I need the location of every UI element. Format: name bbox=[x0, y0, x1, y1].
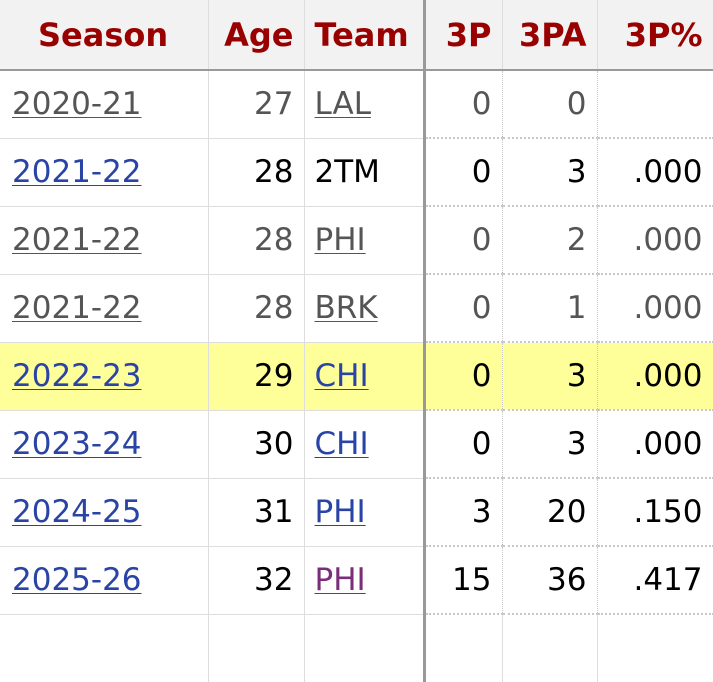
three-p-cell: 15 bbox=[424, 546, 503, 615]
table-row: 2024-25 31 PHI 3 20 .150 bbox=[0, 478, 713, 547]
table-row: 2021-22 28 PHI 0 2 .000 bbox=[0, 206, 713, 275]
three-p-cell: 3 bbox=[424, 478, 503, 547]
three-pct-cell: .000 bbox=[597, 410, 713, 479]
three-pa-cell: 3 bbox=[502, 342, 598, 411]
season-cell: 2022-23 bbox=[0, 342, 209, 411]
team-link[interactable]: CHI bbox=[314, 426, 369, 462]
header-3pa[interactable]: 3PA bbox=[502, 0, 598, 71]
team-cell: LAL bbox=[304, 70, 426, 139]
age-cell: 28 bbox=[208, 138, 305, 207]
three-pct-cell: .000 bbox=[597, 342, 713, 411]
team-cell: BRK bbox=[304, 274, 426, 343]
three-pa-cell: 1 bbox=[502, 274, 598, 343]
header-season[interactable]: Season bbox=[0, 0, 209, 71]
three-p-cell: 0 bbox=[424, 410, 503, 479]
table-row: 2025-26 32 PHI 15 36 .417 bbox=[0, 546, 713, 615]
season-link[interactable]: 2021-22 bbox=[12, 222, 142, 258]
table-row: 2021-22 28 BRK 0 1 .000 bbox=[0, 274, 713, 343]
table-row: 2020-21 27 LAL 0 0 bbox=[0, 70, 713, 139]
age-cell: 31 bbox=[208, 478, 305, 547]
team-cell: PHI bbox=[304, 478, 426, 547]
empty-cell bbox=[0, 614, 209, 682]
three-p-cell: 0 bbox=[424, 70, 503, 139]
season-link[interactable]: 2025-26 bbox=[12, 562, 142, 598]
three-pct-cell bbox=[597, 70, 713, 139]
three-pa-cell: 2 bbox=[502, 206, 598, 275]
season-link[interactable]: 2024-25 bbox=[12, 494, 142, 530]
season-cell: 2020-21 bbox=[0, 70, 209, 139]
age-cell: 28 bbox=[208, 274, 305, 343]
table-row: 2022-23 29 CHI 0 3 .000 bbox=[0, 342, 713, 411]
team-link[interactable]: PHI bbox=[314, 222, 366, 258]
three-p-cell: 0 bbox=[424, 342, 503, 411]
age-cell: 32 bbox=[208, 546, 305, 615]
age-cell: 30 bbox=[208, 410, 305, 479]
empty-cell bbox=[208, 614, 305, 682]
empty-cell bbox=[597, 614, 713, 682]
table-row: 2021-22 28 2TM 0 3 .000 bbox=[0, 138, 713, 207]
season-link[interactable]: 2021-22 bbox=[12, 290, 142, 326]
empty-cell bbox=[424, 614, 503, 682]
season-cell: 2024-25 bbox=[0, 478, 209, 547]
three-pct-cell: .150 bbox=[597, 478, 713, 547]
team-cell: CHI bbox=[304, 342, 426, 411]
three-pct-cell: .000 bbox=[597, 274, 713, 343]
header-row: Season Age Team 3P 3PA 3P% bbox=[0, 0, 713, 71]
header-3p-pct[interactable]: 3P% bbox=[597, 0, 713, 71]
three-pa-cell: 36 bbox=[502, 546, 598, 615]
three-pct-cell: .000 bbox=[597, 206, 713, 275]
header-3p[interactable]: 3P bbox=[424, 0, 503, 71]
team-link[interactable]: CHI bbox=[314, 358, 369, 394]
table-row: 2023-24 30 CHI 0 3 .000 bbox=[0, 410, 713, 479]
age-cell: 29 bbox=[208, 342, 305, 411]
season-link[interactable]: 2021-22 bbox=[12, 154, 142, 190]
age-cell: 28 bbox=[208, 206, 305, 275]
three-pct-cell: .417 bbox=[597, 546, 713, 615]
team-cell: PHI bbox=[304, 206, 426, 275]
three-pa-cell: 3 bbox=[502, 410, 598, 479]
header-team[interactable]: Team bbox=[304, 0, 426, 71]
three-pa-cell: 3 bbox=[502, 138, 598, 207]
season-cell: 2021-22 bbox=[0, 274, 209, 343]
team-link[interactable]: BRK bbox=[314, 290, 378, 326]
team-cell: PHI bbox=[304, 546, 426, 615]
season-cell: 2023-24 bbox=[0, 410, 209, 479]
three-p-cell: 0 bbox=[424, 138, 503, 207]
three-pa-cell: 20 bbox=[502, 478, 598, 547]
three-pct-cell: .000 bbox=[597, 138, 713, 207]
team-link[interactable]: PHI bbox=[314, 562, 366, 598]
three-p-cell: 0 bbox=[424, 274, 503, 343]
header-age[interactable]: Age bbox=[208, 0, 305, 71]
team-cell: 2TM bbox=[304, 138, 426, 207]
empty-cell bbox=[502, 614, 598, 682]
table-row-partial bbox=[0, 614, 713, 682]
season-link[interactable]: 2020-21 bbox=[12, 86, 142, 123]
three-p-cell: 0 bbox=[424, 206, 503, 275]
season-cell: 2021-22 bbox=[0, 138, 209, 207]
team-link[interactable]: LAL bbox=[314, 86, 371, 123]
season-link[interactable]: 2023-24 bbox=[12, 426, 142, 462]
season-cell: 2025-26 bbox=[0, 546, 209, 615]
team-link[interactable]: PHI bbox=[314, 494, 366, 530]
season-link[interactable]: 2022-23 bbox=[12, 358, 142, 394]
empty-cell bbox=[304, 614, 426, 682]
season-cell: 2021-22 bbox=[0, 206, 209, 275]
age-cell: 27 bbox=[208, 70, 305, 139]
three-pa-cell: 0 bbox=[502, 70, 598, 139]
team-cell: CHI bbox=[304, 410, 426, 479]
